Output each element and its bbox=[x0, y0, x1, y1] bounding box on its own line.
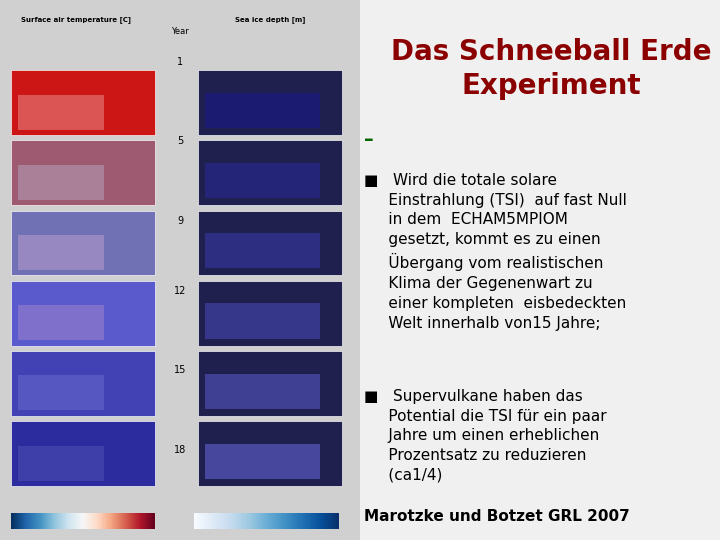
Bar bbox=[18, 375, 104, 410]
Text: 9: 9 bbox=[177, 216, 183, 226]
Bar bbox=[205, 444, 320, 479]
Text: Das Schneeball Erde
Experiment: Das Schneeball Erde Experiment bbox=[391, 38, 712, 100]
Bar bbox=[11, 281, 155, 346]
Bar bbox=[198, 211, 342, 275]
Bar bbox=[205, 303, 320, 339]
Text: Marotzke und Botzet GRL 2007: Marotzke und Botzet GRL 2007 bbox=[364, 509, 630, 524]
Bar bbox=[198, 351, 342, 416]
Bar bbox=[198, 70, 342, 135]
Text: Surface air temperature [C]: Surface air temperature [C] bbox=[21, 16, 130, 23]
Bar bbox=[18, 94, 104, 130]
Text: Year: Year bbox=[171, 27, 189, 36]
Bar bbox=[198, 281, 342, 346]
Text: 18: 18 bbox=[174, 445, 186, 455]
Bar bbox=[198, 140, 342, 205]
Bar bbox=[18, 446, 104, 481]
Text: 5: 5 bbox=[177, 137, 183, 146]
Bar bbox=[205, 93, 320, 128]
Bar bbox=[11, 351, 155, 416]
Bar bbox=[205, 163, 320, 198]
Bar bbox=[18, 235, 104, 270]
Bar bbox=[11, 211, 155, 275]
Bar bbox=[11, 70, 155, 135]
Bar bbox=[205, 374, 320, 409]
Bar bbox=[205, 233, 320, 268]
Bar bbox=[11, 421, 155, 486]
Bar bbox=[18, 165, 104, 200]
Bar bbox=[198, 421, 342, 486]
Text: 1: 1 bbox=[177, 57, 183, 67]
Text: 15: 15 bbox=[174, 365, 186, 375]
Bar bbox=[18, 305, 104, 340]
Text: Sea ice depth [m]: Sea ice depth [m] bbox=[235, 16, 305, 23]
Text: ■   Wird die totale solare
     Einstrahlung (TSI)  auf fast Null
     in dem  E: ■ Wird die totale solare Einstrahlung (T… bbox=[364, 173, 627, 330]
Text: 12: 12 bbox=[174, 286, 186, 295]
Text: –: – bbox=[364, 130, 374, 148]
Bar bbox=[11, 140, 155, 205]
Text: ■   Supervulkane haben das
     Potential die TSI für ein paar
     Jahre um ein: ■ Supervulkane haben das Potential die T… bbox=[364, 389, 607, 483]
